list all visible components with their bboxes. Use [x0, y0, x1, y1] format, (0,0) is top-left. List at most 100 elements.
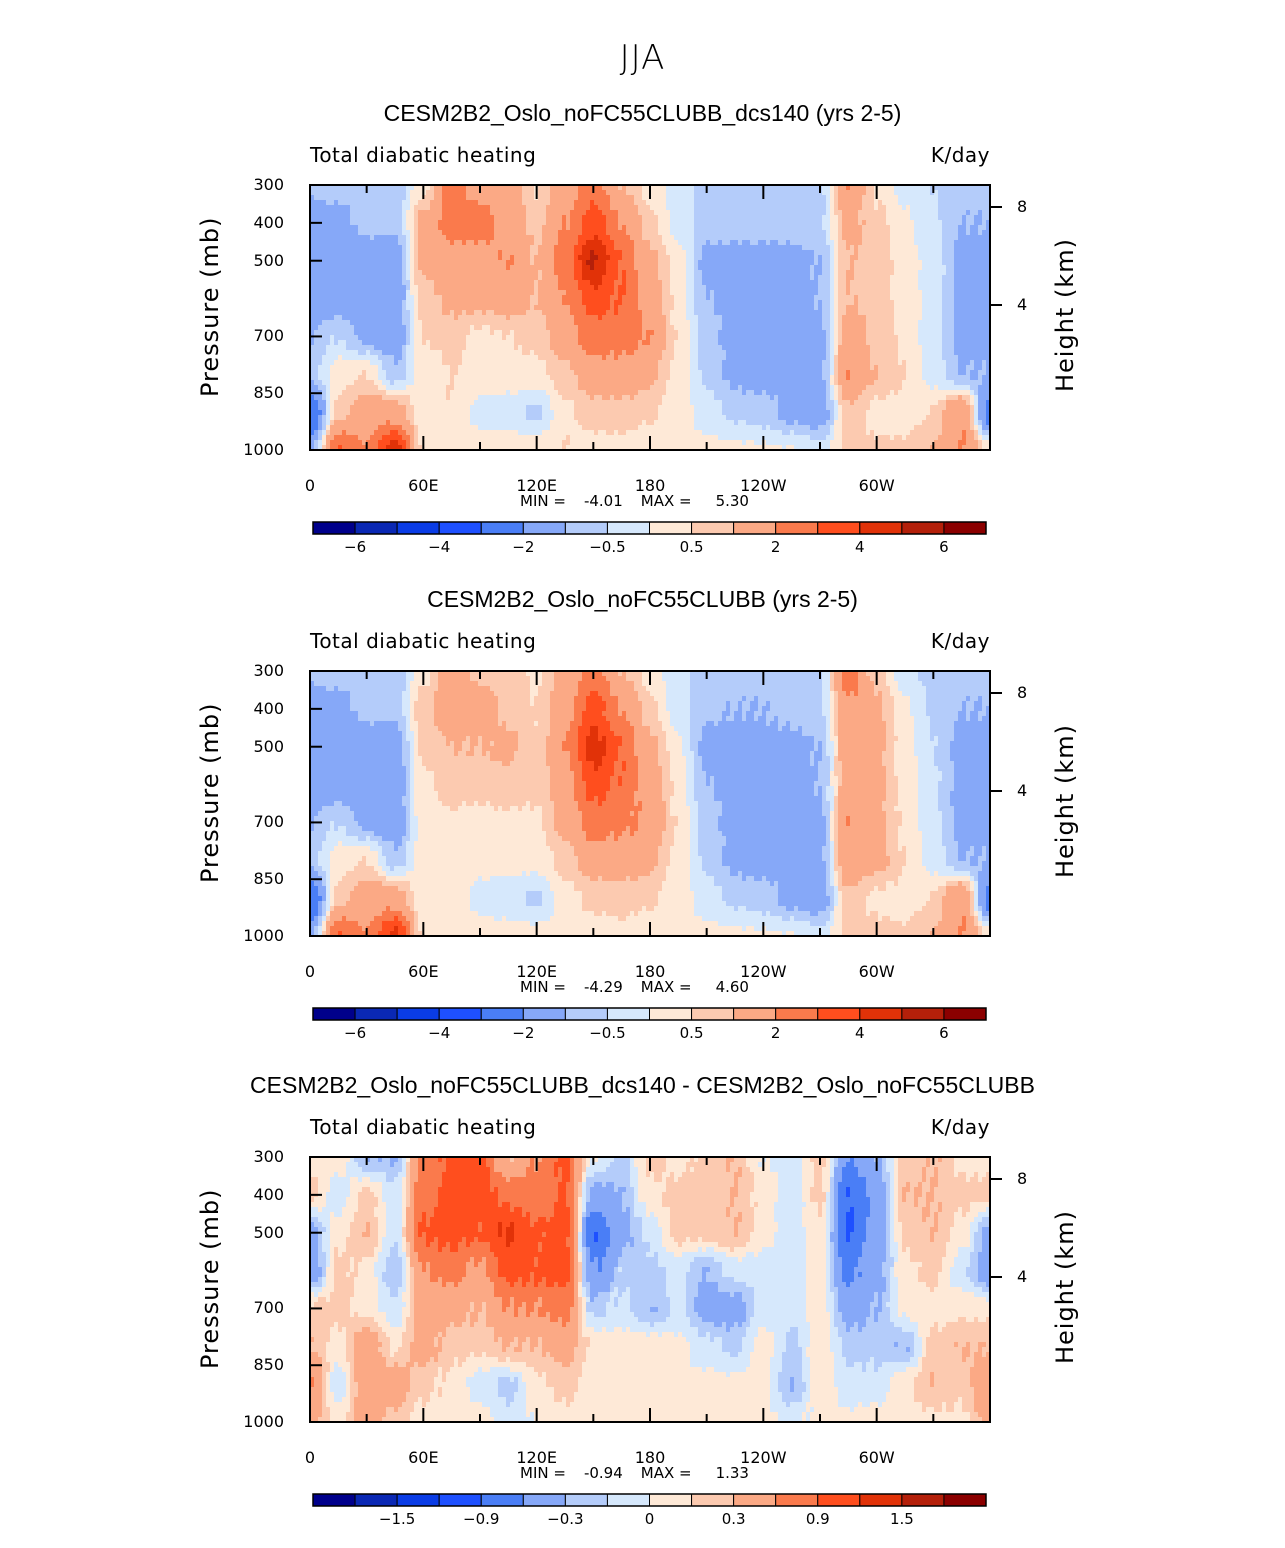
contour-cell [886, 781, 899, 787]
contour-field [310, 671, 991, 937]
contour-cell [834, 200, 839, 206]
contour-cell [514, 345, 519, 351]
contour-cell [334, 1282, 355, 1288]
contour-cell [606, 1222, 631, 1228]
contour-cell [894, 881, 899, 887]
contour-cell [578, 325, 643, 331]
contour-cell [942, 841, 959, 847]
contour-cell [586, 1252, 591, 1258]
contour-cell [842, 1177, 867, 1183]
contour-cell [706, 240, 711, 246]
contour-cell [310, 856, 319, 862]
contour-cell [966, 440, 979, 446]
contour-cell [938, 400, 947, 406]
contour-cell [918, 1202, 927, 1208]
contour-cell [722, 370, 823, 376]
contour-cell [458, 806, 495, 812]
contour-cell [846, 821, 851, 827]
contour-cell [894, 260, 923, 266]
contour-cell [418, 731, 443, 737]
contour-cell [842, 1257, 859, 1263]
contour-cell [886, 736, 899, 742]
contour-cell [678, 335, 691, 341]
contour-cell [570, 751, 579, 757]
contour-cell [886, 1202, 891, 1208]
contour-cell [502, 1202, 511, 1208]
contour-cell [878, 1302, 883, 1308]
contour-cell [622, 280, 627, 286]
contour-cell [410, 285, 419, 291]
contour-cell [758, 706, 763, 712]
contour-cell [962, 1287, 983, 1293]
contour-cell [954, 1222, 971, 1228]
contour-cell [326, 420, 331, 426]
contour-cell [542, 1242, 567, 1248]
contour-cell [406, 260, 411, 266]
contour-cell [826, 1217, 831, 1223]
contour-cell [310, 851, 319, 857]
contour-cell [662, 886, 691, 892]
contour-cell [422, 756, 491, 762]
contour-cell [686, 1277, 703, 1283]
contour-cell [894, 1207, 899, 1213]
contour-cell [414, 255, 419, 261]
contour-cell [922, 420, 943, 426]
contour-cell [406, 736, 415, 742]
contour-cell [478, 200, 523, 206]
contour-cell [694, 275, 703, 281]
contour-cell [410, 265, 415, 271]
contour-cell [410, 1302, 415, 1308]
contour-cell [546, 1282, 555, 1288]
y-tick-label: 850 [224, 869, 284, 888]
contour-cell [922, 315, 943, 321]
contour-cell [310, 355, 323, 361]
contour-cell [754, 926, 763, 932]
contour-cell [442, 210, 491, 216]
contour-cell [586, 1237, 595, 1243]
contour-cell [722, 716, 727, 722]
contour-cell [450, 390, 507, 396]
contour-cell [702, 380, 731, 386]
contour-cell [602, 210, 619, 216]
contour-cell [410, 310, 415, 316]
contour-cell [538, 355, 559, 361]
contour-cell [494, 225, 527, 231]
contour-cell [546, 876, 563, 882]
contour-cell [922, 861, 947, 867]
height-tick-label: 8 [1017, 197, 1027, 216]
contour-cell [682, 1172, 735, 1178]
contour-cell [634, 1237, 643, 1243]
contour-cell [350, 1297, 379, 1303]
contour-cell [898, 1162, 927, 1168]
contour-cell [810, 425, 819, 431]
contour-cell [830, 816, 835, 822]
contour-cell [554, 801, 579, 807]
contour-cell [586, 1202, 623, 1208]
contour-cell [898, 1292, 975, 1298]
contour-cell [678, 816, 691, 822]
contour-cell [378, 1277, 383, 1283]
contour-cell [310, 420, 319, 426]
contour-cell [578, 686, 611, 692]
contour-cell [322, 380, 331, 386]
contour-cell [966, 225, 971, 231]
contour-cell [498, 711, 551, 717]
contour-cell [650, 245, 667, 251]
contour-cell [574, 796, 587, 802]
contour-cell [606, 220, 619, 226]
min-value: -4.01 [584, 492, 623, 510]
contour-cell [686, 280, 695, 286]
contour-cell [602, 1212, 631, 1218]
contour-cell [542, 275, 559, 281]
contour-cell [390, 1292, 399, 1298]
contour-cell [878, 1292, 883, 1298]
contour-cell [646, 1207, 671, 1213]
contour-cell [846, 691, 851, 697]
contour-cell [830, 856, 835, 862]
contour-cell [814, 1167, 823, 1173]
contour-cell [982, 851, 987, 857]
contour-cell [414, 365, 451, 371]
contour-cell [502, 806, 511, 812]
contour-cell [726, 701, 731, 707]
contour-cell [586, 786, 611, 792]
